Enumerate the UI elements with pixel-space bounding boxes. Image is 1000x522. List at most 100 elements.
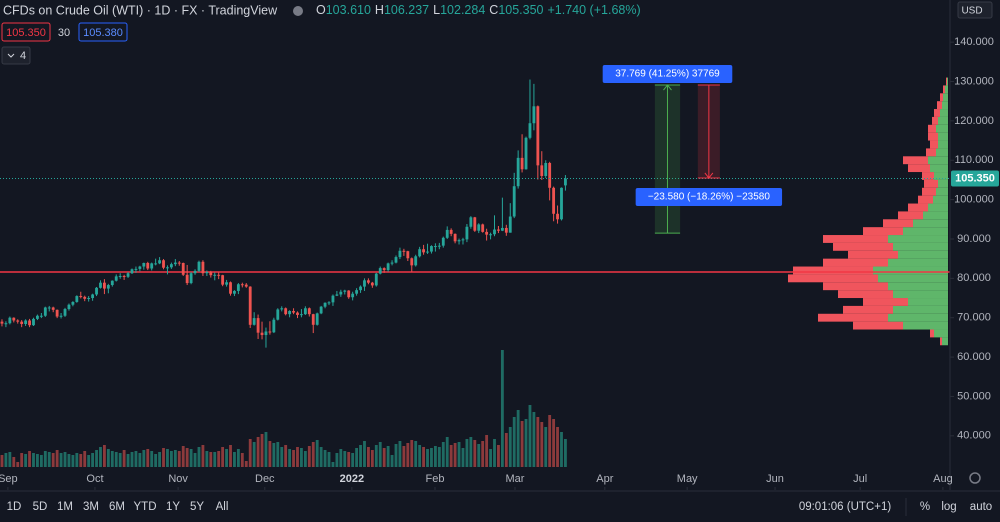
candle-body (51, 307, 55, 310)
volume-bar (339, 449, 343, 467)
y-tick-label: 100.000 (954, 194, 994, 206)
profile-down (833, 242, 893, 251)
profile-down (843, 305, 893, 314)
candle-body (260, 332, 264, 336)
profile-down (793, 266, 873, 275)
candle-body (489, 234, 492, 236)
candle-body (63, 309, 67, 316)
period-button[interactable]: 5D (33, 501, 48, 513)
candle-body (508, 216, 512, 233)
x-tick-label: Oct (86, 473, 103, 485)
x-tick-label: May (677, 473, 698, 485)
volume-bar (489, 449, 492, 467)
volume-bar (461, 448, 465, 467)
candle-body (402, 250, 406, 252)
profile-up (942, 101, 948, 110)
candle-body (414, 256, 418, 266)
volume-bar (296, 447, 299, 467)
profile-up (888, 313, 948, 322)
volume-bar (524, 419, 528, 467)
volume-bar (398, 441, 402, 467)
candle-body (493, 229, 496, 235)
profile-up (913, 219, 948, 228)
volume-bar (51, 453, 55, 467)
candle-body (4, 323, 8, 325)
period-button[interactable]: 3M (83, 501, 99, 513)
x-tick-label: Mar (506, 473, 525, 485)
volume-bar (12, 457, 16, 467)
volume-bar (426, 449, 429, 467)
volume-bar (229, 445, 232, 467)
period-button[interactable]: 1D (7, 501, 22, 513)
candle-body (520, 157, 524, 170)
volume-bar (248, 439, 252, 467)
candle-body (47, 307, 51, 309)
volume-bar (122, 450, 126, 467)
candle-body (292, 311, 295, 313)
volume-bar (114, 452, 118, 467)
volume-bar (91, 453, 95, 467)
volume-bar (193, 453, 197, 467)
candle-body (441, 237, 445, 246)
period-button[interactable]: YTD (134, 501, 157, 513)
scale-toggle[interactable]: % (920, 501, 930, 513)
profile-down (934, 109, 940, 117)
profile-down (823, 282, 888, 291)
y-tick-label: 110.000 (955, 154, 994, 166)
y-tick-label: 90.000 (957, 233, 991, 245)
candle-body (359, 286, 362, 291)
candle-body (272, 319, 276, 333)
volume-bar (516, 410, 520, 467)
profile-up (903, 227, 948, 236)
profile-down (924, 179, 938, 188)
bid-box[interactable] (1, 22, 51, 42)
candle-body (118, 275, 122, 277)
volume-bar (126, 454, 130, 467)
ohlc-header: O103.610 H106.237 L102.284 C105.350 +1.740 (… (316, 3, 641, 17)
volume-bar (276, 442, 280, 467)
candle-body (378, 268, 382, 274)
volume-bar (185, 448, 189, 467)
volume-bar (315, 440, 319, 467)
candle-body (154, 263, 158, 265)
volume-bar (319, 447, 323, 467)
period-button[interactable]: All (216, 501, 229, 513)
currency-box[interactable] (957, 1, 993, 19)
profile-up (878, 274, 948, 283)
candle-body (201, 261, 205, 274)
volume-bar (323, 450, 327, 467)
scale-toggle[interactable]: auto (970, 501, 992, 513)
candle-body (126, 273, 130, 277)
candle-body (205, 272, 209, 274)
volume-bar (414, 441, 418, 467)
period-button[interactable]: 5Y (190, 501, 204, 513)
scale-toggle[interactable]: log (941, 501, 956, 513)
x-tick-label: Nov (168, 473, 188, 485)
volume-bar (177, 451, 181, 467)
volume-bar (154, 454, 158, 467)
settings-icon[interactable] (969, 472, 981, 484)
chevron-icon (7, 53, 15, 58)
ask-box[interactable] (78, 22, 128, 42)
volume-bar (24, 454, 28, 467)
volume-bar (55, 450, 59, 467)
candle-body (485, 231, 489, 235)
profile-up (934, 172, 948, 180)
volume-bar (173, 450, 177, 467)
profile-down (883, 219, 913, 228)
profile-up (893, 242, 948, 251)
candle-body (296, 312, 299, 315)
x-tick-label: Jul (853, 473, 867, 485)
candle-body (363, 280, 366, 287)
volume-bar (453, 443, 457, 467)
indicators-toggle[interactable] (1, 46, 31, 65)
period-button[interactable]: 6M (109, 501, 125, 513)
volume-bar (264, 432, 268, 467)
period-button[interactable]: 1M (57, 501, 73, 513)
candle-body (142, 262, 146, 267)
ohlc-label: O (316, 3, 326, 17)
period-button[interactable]: 1Y (166, 501, 180, 513)
ohlc-label: C (489, 3, 498, 17)
candle-body (39, 315, 43, 317)
volume-bar (59, 453, 63, 467)
